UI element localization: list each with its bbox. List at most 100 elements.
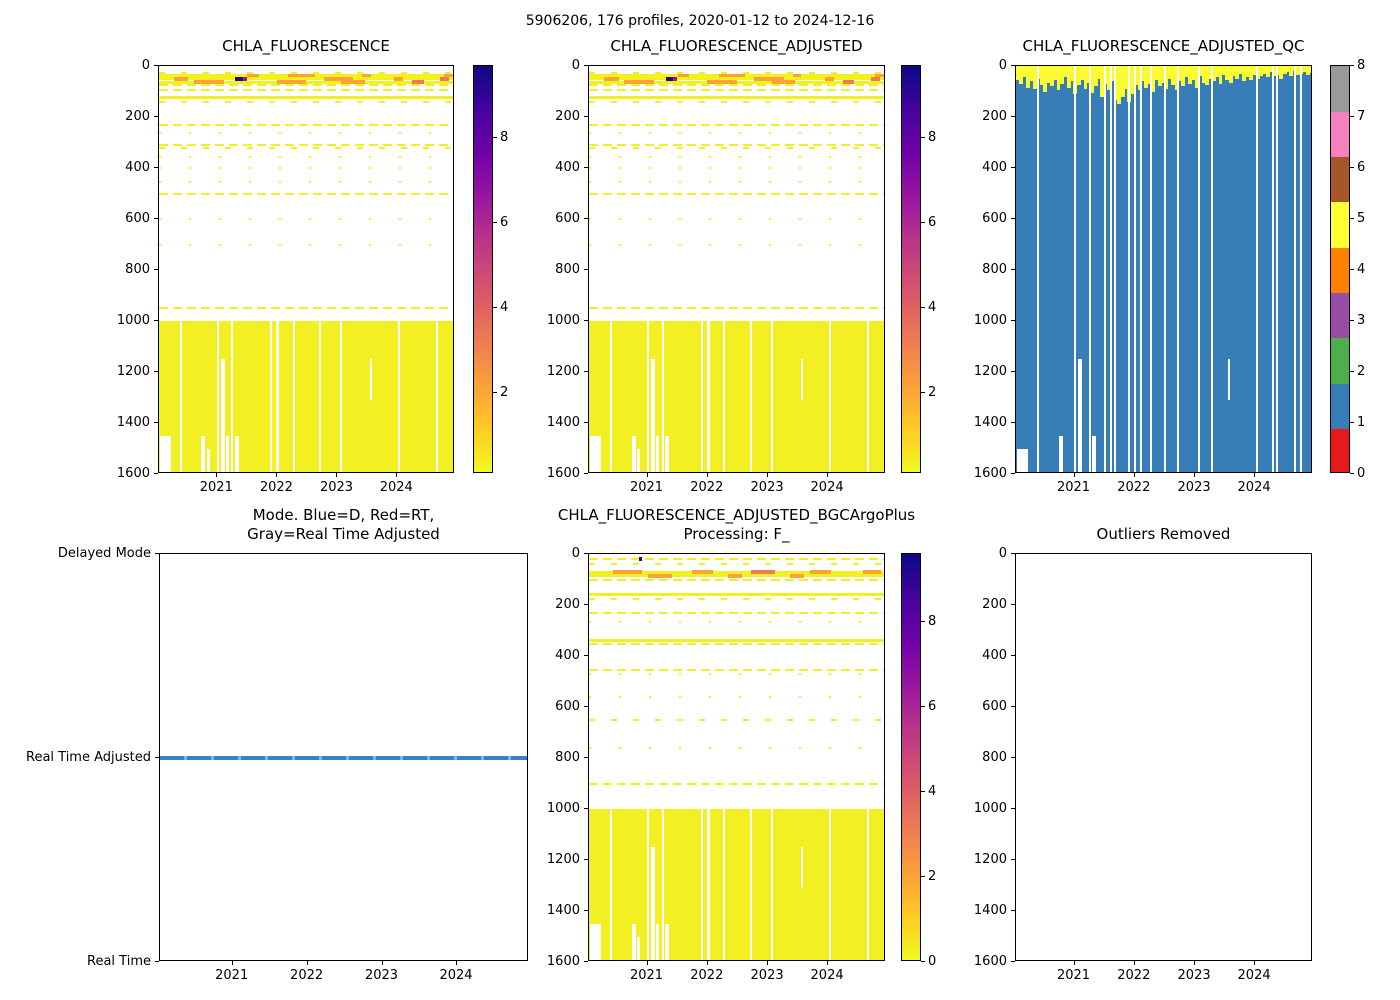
qc-surface-flag-column	[1130, 66, 1135, 95]
qc-surface-flag-column	[1076, 66, 1081, 86]
y-tick-label: 1600	[116, 465, 150, 481]
heatmap-stripe-segment	[235, 76, 243, 81]
qc-surface-flag-column	[1259, 66, 1263, 77]
colorbar-chla_fluorescence_adjusted_bgcargoplus	[901, 553, 921, 961]
heatmap-stripe	[159, 144, 453, 147]
colorbar-tick-mark	[921, 392, 925, 394]
colorbar-tick-label: 6	[500, 214, 509, 230]
x-tick-label: 2024	[1237, 480, 1271, 495]
qc-surface-flag-column	[1137, 66, 1142, 91]
heatmap-stripe	[589, 718, 884, 721]
qc-surface-flag-column	[1184, 66, 1189, 78]
y-tick-mark	[1011, 808, 1015, 809]
y-tick-mark	[584, 655, 588, 656]
colorbar-chla_fluorescence_adjusted_qc	[1330, 65, 1350, 473]
y-tick-label: 600	[555, 210, 580, 226]
x-tick-mark	[827, 473, 829, 477]
missing-profile-gap	[700, 809, 703, 960]
heatmap-stripe-segment	[439, 76, 449, 81]
x-tick-mark	[1073, 473, 1075, 477]
colorbar-tick-label: 2	[500, 384, 509, 400]
qc-surface-flag-column	[1188, 66, 1192, 84]
missing-profile-gap	[1110, 66, 1113, 472]
colorbar-tick-label: 4	[928, 783, 937, 799]
missing-profile-gap	[1077, 359, 1082, 472]
heatmap-stripe	[589, 123, 884, 126]
colorbar-tick-label: 8	[1357, 57, 1366, 73]
missing-profile-gap	[201, 435, 206, 472]
missing-profile-gap	[292, 321, 295, 472]
x-tick-label: 2023	[319, 480, 354, 495]
missing-profile-gap	[637, 448, 641, 472]
heatmap-stripe	[159, 95, 453, 99]
missing-profile-gap	[647, 321, 650, 472]
y-tick-label: 1600	[546, 953, 580, 969]
heatmap-stripe	[589, 563, 884, 566]
missing-profile-gap	[661, 809, 664, 960]
missing-profile-gap	[234, 435, 239, 472]
y-tick-label: 200	[982, 596, 1007, 612]
y-tick-mark	[584, 910, 588, 911]
missing-profile-gap	[1176, 66, 1179, 472]
heatmap-stripe-segment	[825, 76, 834, 81]
missing-profile-gap	[1017, 448, 1029, 472]
qc-surface-flag-column	[1242, 66, 1246, 82]
missing-profile-gap	[723, 321, 726, 472]
y-tick-mark	[1011, 757, 1015, 758]
colorbar-tick-mark	[1350, 269, 1354, 270]
y-tick-label: 200	[555, 596, 580, 612]
qc-surface-flag-column	[1107, 66, 1111, 91]
qc-surface-flag-column	[1178, 66, 1182, 82]
y-tick-mark	[1011, 859, 1015, 860]
qc-surface-flag-column	[1255, 66, 1260, 79]
y-tick-label: 1600	[973, 953, 1007, 969]
missing-profile-gap	[1271, 66, 1274, 472]
x-tick-mark	[646, 473, 648, 477]
x-tick-mark	[396, 473, 398, 477]
y-tick-mark	[155, 961, 159, 962]
x-tick-label: 2021	[199, 480, 233, 495]
y-tick-mark	[1011, 655, 1015, 656]
x-tick-label: 2021	[629, 968, 664, 983]
missing-profile-gap	[1227, 359, 1230, 401]
colorbar-tick-label: 7	[1357, 108, 1366, 124]
x-tick-label: 2023	[750, 968, 784, 983]
y-tick-mark	[154, 320, 158, 321]
missing-profile-gap	[1091, 435, 1096, 472]
qc-surface-flag-column	[1124, 66, 1128, 89]
heatmap-stripe-segment	[673, 76, 678, 81]
missing-profile-gap	[828, 809, 831, 960]
colorbar-segment	[1331, 247, 1349, 294]
qc-surface-flag-column	[1056, 66, 1061, 91]
colorbar-tick-label: 2	[928, 868, 937, 884]
colorbar-tick-mark	[1350, 218, 1354, 219]
colorbar-tick-label: 6	[1357, 159, 1366, 175]
missing-profile-gap	[1058, 435, 1063, 472]
y-tick-mark	[1011, 422, 1015, 423]
axes-chla_fluorescence	[158, 65, 454, 473]
colorbar-tick-mark	[1350, 422, 1354, 423]
qc-surface-flag-column	[1100, 66, 1105, 97]
heatmap-stripe	[589, 218, 884, 220]
heatmap-stripe	[159, 192, 453, 195]
missing-profile-gap	[1276, 66, 1279, 472]
heatmap-stripe	[159, 100, 453, 103]
heatmap-stripe-segment	[707, 80, 737, 85]
y-tick-mark	[1011, 269, 1015, 270]
panel-title-chla_fluorescence_adjusted_qc: CHLA_FLUORESCENCE_ADJUSTED_QC	[1022, 37, 1305, 55]
y-tick-label: 1600	[973, 465, 1007, 481]
heatmap-stripe	[159, 72, 453, 75]
missing-profile-gap	[723, 809, 726, 960]
y-tick-mark	[584, 65, 588, 66]
qc-surface-flag-column	[1019, 66, 1024, 84]
heatmap-stripe	[589, 746, 884, 749]
heatmap-stripe-segment	[718, 73, 746, 78]
y-tick-mark	[1011, 604, 1015, 605]
x-tick-mark	[767, 473, 769, 477]
missing-profile-gap	[637, 936, 641, 960]
axes-mode	[159, 553, 528, 961]
y-tick-mark	[154, 473, 158, 474]
colorbar-tick-mark	[1350, 167, 1354, 168]
qc-surface-flag-column	[1157, 66, 1162, 87]
qc-surface-flag-column	[1154, 66, 1159, 81]
